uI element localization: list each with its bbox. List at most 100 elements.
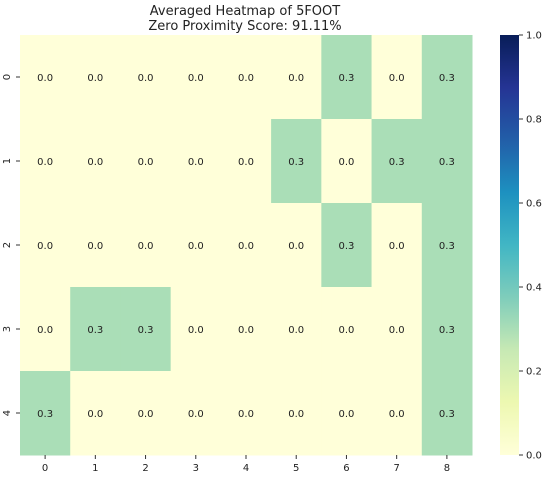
heatmap-cell: [170, 119, 222, 204]
cell-value-label: 0.0: [37, 241, 53, 252]
cell-value-label: 0.0: [288, 73, 304, 84]
heatmap-cell: [271, 287, 322, 372]
heatmap-cell: [371, 287, 423, 372]
cell-value-label: 0.0: [338, 325, 354, 336]
cell-value-label: 0.0: [138, 241, 154, 252]
heatmap-cell: [170, 203, 222, 288]
heatmap-cell: [120, 35, 172, 120]
cell-value-label: 0.3: [338, 73, 354, 84]
heatmap-cell: [421, 35, 473, 120]
cell-value-label: 0.0: [288, 241, 304, 252]
heatmap-cell: [70, 203, 121, 288]
cell-value-label: 0.0: [188, 409, 204, 420]
cell-value-label: 0.0: [288, 325, 304, 336]
heatmap-cell: [170, 287, 222, 372]
heatmap-cell: [220, 203, 272, 288]
x-tick-label: 1: [92, 463, 98, 474]
colorbar-tick-label: 0.6: [526, 199, 542, 210]
heatmap-cell: [20, 35, 71, 120]
cell-value-label: 0.3: [439, 325, 455, 336]
cell-value-label: 0.0: [37, 325, 53, 336]
heatmap-cell: [20, 203, 71, 288]
cell-value-label: 0.0: [389, 73, 405, 84]
cell-value-label: 0.3: [439, 157, 455, 168]
cell-value-label: 0.3: [389, 157, 405, 168]
cell-value-label: 0.3: [439, 241, 455, 252]
cell-value-label: 0.0: [37, 73, 53, 84]
cell-value-label: 0.0: [138, 157, 154, 168]
heatmap-cell: [220, 119, 272, 204]
x-tick-label: 7: [393, 463, 399, 474]
cell-value-label: 0.0: [188, 241, 204, 252]
y-axis: 0 1 2 3 4: [2, 74, 20, 416]
y-tick-label: 1: [2, 158, 13, 164]
heatmap-cell: [421, 371, 473, 456]
x-axis: 0 1 2 3 4 5 6 7 8: [42, 455, 450, 474]
cell-value-label: 0.0: [188, 325, 204, 336]
y-tick-label: 3: [2, 326, 13, 332]
heatmap-cell: [20, 287, 71, 372]
colorbar-tick-label: 0.4: [526, 283, 542, 294]
heatmap-cell: [20, 119, 71, 204]
heatmap-cell: [371, 35, 423, 120]
heatmap-cell: [271, 35, 322, 120]
y-tick-label: 2: [2, 242, 13, 248]
cell-value-label: 0.0: [238, 325, 254, 336]
colorbar-tick-label: 0.2: [526, 367, 542, 378]
cell-value-label: 0.0: [188, 73, 204, 84]
cell-value-label: 0.0: [138, 73, 154, 84]
heatmap-cell: [120, 371, 172, 456]
heatmap-cell: [271, 371, 322, 456]
heatmap-cell: [321, 203, 373, 288]
cell-value-label: 0.3: [439, 73, 455, 84]
y-tick-label: 4: [2, 410, 13, 416]
colorbar-gradient: [500, 35, 519, 455]
heatmap-cell: [120, 287, 172, 372]
heatmap-cell: [321, 287, 373, 372]
cell-value-label: 0.0: [238, 73, 254, 84]
heatmap-cell: [321, 35, 373, 120]
x-tick-label: 2: [142, 463, 148, 474]
heatmap-cell: [271, 119, 322, 204]
cell-value-label: 0.3: [138, 325, 154, 336]
heatmap-cell: [220, 35, 272, 120]
cell-value-label: 0.3: [288, 157, 304, 168]
cell-value-label: 0.0: [389, 409, 405, 420]
heatmap-cell: [70, 119, 121, 204]
cell-value-label: 0.0: [87, 409, 103, 420]
heatmap-cell: [421, 203, 473, 288]
cell-value-label: 0.0: [238, 157, 254, 168]
x-tick-label: 6: [343, 463, 349, 474]
chart-title: Averaged Heatmap of 5FOOT: [150, 4, 340, 19]
cell-value-label: 0.0: [188, 157, 204, 168]
heatmap-cell: [70, 35, 121, 120]
x-tick-label: 5: [293, 463, 299, 474]
heatmap-cells: 0.0 0.0 0.0 0.0 0.0 0.0 0.3 0.0 0.3 0.0 0.0 0.0 0.0 0…: [20, 35, 473, 456]
heatmap-cell: [371, 119, 423, 204]
heatmap-cell: [70, 287, 121, 372]
heatmap-cell: [371, 203, 423, 288]
cell-value-label: 0.0: [138, 409, 154, 420]
cell-value-label: 0.3: [439, 409, 455, 420]
y-tick-label: 0: [2, 74, 13, 80]
heatmap-cell: [220, 287, 272, 372]
cell-value-label: 0.0: [238, 241, 254, 252]
cell-value-label: 0.3: [37, 409, 53, 420]
heatmap-cell: [70, 371, 121, 456]
x-tick-label: 4: [243, 463, 249, 474]
chart-subtitle: Zero Proximity Score: 91.11%: [148, 19, 341, 34]
cell-value-label: 0.0: [389, 325, 405, 336]
cell-value-label: 0.0: [87, 241, 103, 252]
heatmap-cell: [421, 119, 473, 204]
heatmap-cell: [170, 371, 222, 456]
heatmap-cell: [271, 203, 322, 288]
x-tick-label: 8: [444, 463, 450, 474]
heatmap-cell: [421, 287, 473, 372]
heatmap-cell: [371, 371, 423, 456]
cell-value-label: 0.0: [288, 409, 304, 420]
x-tick-label: 0: [42, 463, 48, 474]
cell-value-label: 0.0: [37, 157, 53, 168]
cell-value-label: 0.0: [338, 157, 354, 168]
heatmap-cell: [321, 371, 373, 456]
cell-value-label: 0.0: [338, 409, 354, 420]
